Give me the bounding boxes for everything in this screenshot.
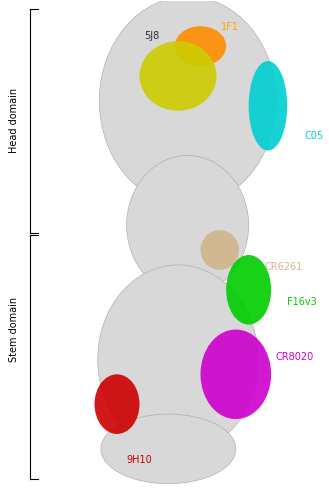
Text: Head domain: Head domain — [9, 88, 19, 154]
Ellipse shape — [200, 230, 239, 270]
Text: F16v3: F16v3 — [287, 297, 317, 307]
Ellipse shape — [127, 156, 249, 294]
Ellipse shape — [98, 265, 258, 454]
Ellipse shape — [175, 26, 226, 66]
Ellipse shape — [94, 374, 139, 434]
Text: Stem domain: Stem domain — [9, 297, 19, 362]
Ellipse shape — [139, 41, 216, 111]
Text: CR6261: CR6261 — [265, 262, 303, 272]
Ellipse shape — [249, 61, 287, 150]
Text: C05: C05 — [305, 130, 324, 140]
Ellipse shape — [226, 255, 271, 324]
Text: 9H10: 9H10 — [127, 455, 152, 465]
Ellipse shape — [99, 0, 276, 205]
Text: 5J8: 5J8 — [144, 31, 160, 41]
Text: CR8020: CR8020 — [276, 352, 314, 362]
Ellipse shape — [101, 414, 236, 484]
Text: 1F1: 1F1 — [221, 22, 239, 32]
Ellipse shape — [200, 330, 271, 419]
